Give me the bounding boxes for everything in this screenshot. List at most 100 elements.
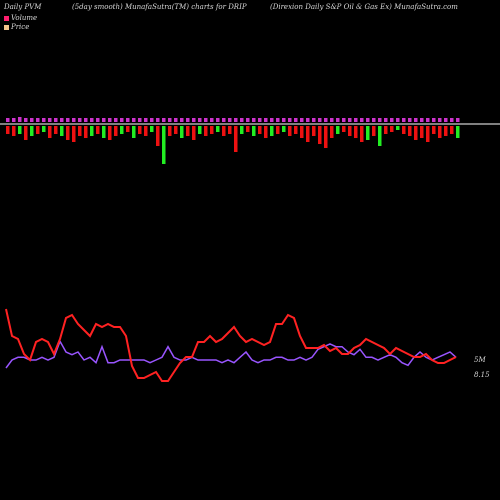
bar-bottom: [90, 126, 94, 136]
bar-bottom: [66, 126, 70, 140]
bar-bottom: [114, 126, 118, 136]
bar-bottom: [84, 126, 88, 138]
bar-top: [360, 118, 364, 122]
legend-volume-label: Volume: [11, 14, 38, 22]
bar-bottom: [54, 126, 58, 134]
bar-top: [120, 118, 124, 122]
bar-top: [228, 118, 232, 122]
bar-bottom: [78, 126, 82, 136]
legend-price-swatch: [4, 24, 9, 30]
bar-top: [336, 118, 340, 122]
bar-bottom: [288, 126, 292, 136]
bar-top: [438, 118, 442, 122]
bar-bottom: [42, 126, 46, 132]
bar-top: [162, 118, 166, 122]
bar-bottom: [420, 126, 424, 138]
bar-top: [54, 118, 58, 122]
bar-top: [18, 117, 22, 122]
bar-top: [96, 118, 100, 122]
bar-top: [396, 118, 400, 122]
bar-bottom: [198, 126, 202, 134]
bar-top: [90, 118, 94, 122]
bar-top: [84, 118, 88, 122]
bar-bottom: [48, 126, 52, 138]
bar-top: [132, 118, 136, 122]
bar-top: [78, 118, 82, 122]
bar-bottom: [312, 126, 316, 136]
bar-top: [288, 118, 292, 122]
bar-top: [186, 118, 190, 122]
bar-top: [180, 118, 184, 122]
bar-bottom: [60, 126, 64, 136]
bar-bottom: [108, 126, 112, 140]
bar-bottom: [12, 126, 16, 136]
bar-top: [294, 118, 298, 122]
bar-top: [36, 118, 40, 122]
bar-bottom: [180, 126, 184, 138]
bar-bottom: [240, 126, 244, 134]
bar-top: [108, 118, 112, 122]
bar-top: [6, 118, 10, 122]
bar-bottom: [342, 126, 346, 132]
bar-top: [276, 118, 280, 122]
price-line: [5, 308, 457, 382]
bar-bottom: [120, 126, 124, 134]
bar-top: [282, 118, 286, 122]
bar-bottom: [354, 126, 358, 138]
bar-bottom: [456, 126, 460, 138]
bar-top: [126, 118, 130, 122]
bar-top: [30, 118, 34, 122]
bar-top: [300, 118, 304, 122]
bar-top: [306, 118, 310, 122]
bar-bottom: [414, 126, 418, 140]
bar-top: [72, 118, 76, 122]
bar-bottom: [174, 126, 178, 134]
bar-bottom: [360, 126, 364, 142]
legend-price: Price: [4, 23, 29, 31]
bar-bottom: [6, 126, 10, 134]
bar-bottom: [216, 126, 220, 132]
legend-volume: Volume: [4, 14, 37, 22]
bar-bottom: [252, 126, 256, 136]
bar-top: [66, 118, 70, 122]
bar-top: [456, 118, 460, 122]
bar-bottom: [228, 126, 232, 134]
bar-top: [12, 118, 16, 122]
bar-bottom: [186, 126, 190, 136]
chart-title-left: Daily PVM: [4, 3, 42, 11]
volume-bars: [6, 117, 460, 164]
bar-top: [258, 118, 262, 122]
bar-bottom: [384, 126, 388, 134]
bar-top: [342, 118, 346, 122]
bar-bottom: [264, 126, 268, 138]
bar-top: [144, 118, 148, 122]
bar-bottom: [366, 126, 370, 140]
bar-bottom: [246, 126, 250, 132]
bar-bottom: [378, 126, 382, 146]
bar-top: [402, 118, 406, 122]
bar-top: [270, 118, 274, 122]
bar-bottom: [432, 126, 436, 134]
bar-bottom: [144, 126, 148, 136]
bar-bottom: [234, 126, 238, 152]
bar-bottom: [204, 126, 208, 136]
bar-bottom: [168, 126, 172, 136]
bar-top: [378, 118, 382, 122]
bar-bottom: [336, 126, 340, 134]
bar-bottom: [162, 126, 166, 164]
bar-top: [222, 118, 226, 122]
bar-top: [60, 118, 64, 122]
volume-line: [5, 339, 457, 369]
bar-bottom: [96, 126, 100, 134]
bar-top: [444, 118, 448, 122]
bar-top: [234, 118, 238, 122]
bar-bottom: [150, 126, 154, 132]
bar-top: [384, 118, 388, 122]
bar-bottom: [72, 126, 76, 142]
bar-top: [42, 118, 46, 122]
bar-top: [264, 118, 268, 122]
bar-top: [252, 118, 256, 122]
bar-bottom: [132, 126, 136, 138]
bar-bottom: [372, 126, 376, 136]
legend-price-label: Price: [11, 23, 30, 31]
